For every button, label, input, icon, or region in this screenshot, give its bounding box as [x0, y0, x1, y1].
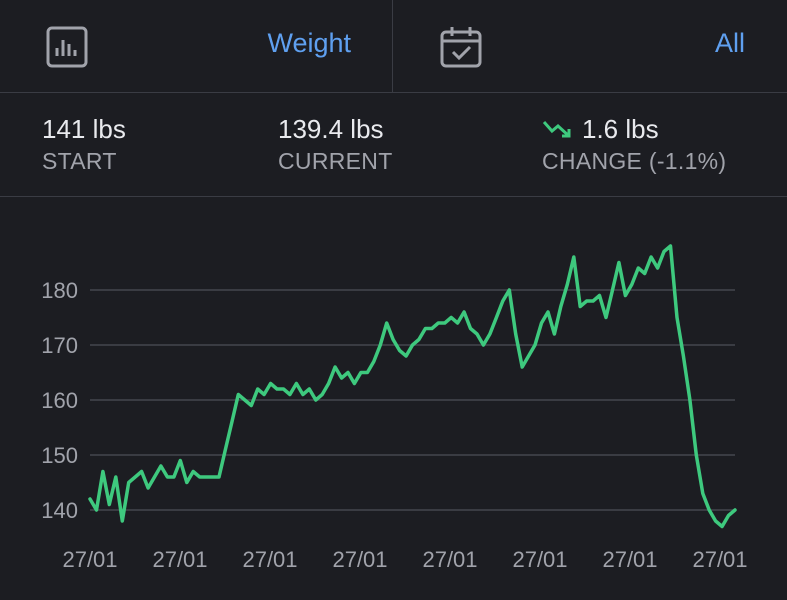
change-value: 1.6 lbs	[582, 114, 659, 144]
range-selector-label[interactable]: All	[714, 28, 745, 58]
stats-row: 141 lbs START 139.4 lbs CURRENT 1.6 lbs …	[0, 93, 787, 197]
header-divider	[392, 0, 393, 92]
weight-chart: 140 150 160 170 180 27/01 27/01 27/01 27/01 27/01…	[0, 197, 787, 600]
x-tick-label: 27/01	[152, 547, 207, 572]
start-stat: 141 lbs START	[42, 113, 126, 177]
change-label: CHANGE (-1.1%)	[542, 148, 727, 174]
top-bar: Weight All	[0, 0, 787, 93]
start-value: 141 lbs	[42, 114, 126, 144]
x-tick-label: 27/01	[62, 547, 117, 572]
calendar-check-icon[interactable]	[440, 26, 482, 68]
x-tick-label: 27/01	[692, 547, 747, 572]
weight-line-chart: 140 150 160 170 180 27/01 27/01 27/01 27/01 27/01…	[41, 244, 748, 572]
start-label: START	[42, 148, 117, 174]
y-tick-label: 180	[41, 278, 78, 303]
weight-series-line	[88, 244, 737, 529]
trend-down-icon	[542, 121, 571, 138]
bar-chart-icon[interactable]	[46, 26, 88, 68]
x-tick-label: 27/01	[242, 547, 297, 572]
x-tick-label: 27/01	[422, 547, 477, 572]
metric-selector-label[interactable]: Weight	[267, 28, 351, 58]
y-tick-label: 150	[41, 443, 78, 468]
current-value: 139.4 lbs	[278, 114, 384, 144]
current-stat: 139.4 lbs CURRENT	[278, 113, 393, 177]
x-tick-label: 27/01	[512, 547, 567, 572]
y-tick-label: 140	[41, 498, 78, 523]
range-selector[interactable]: All	[393, 0, 787, 92]
x-tick-label: 27/01	[602, 547, 657, 572]
x-tick-label: 27/01	[332, 547, 387, 572]
metric-selector[interactable]: Weight	[0, 0, 392, 92]
change-stat: 1.6 lbs CHANGE (-1.1%)	[542, 113, 726, 177]
y-tick-label: 170	[41, 333, 78, 358]
y-tick-label: 160	[41, 388, 78, 413]
current-label: CURRENT	[278, 148, 393, 174]
